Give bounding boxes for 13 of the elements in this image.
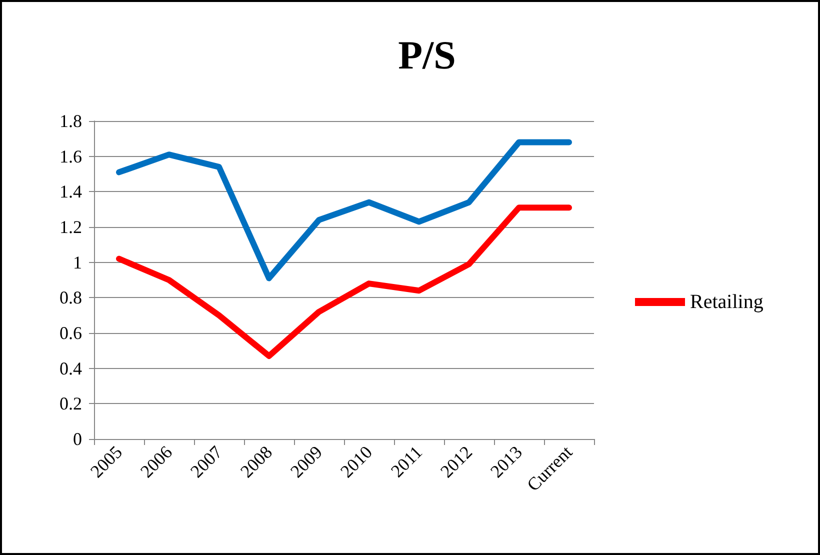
y-tick-label: 1.6 — [60, 146, 82, 166]
y-tick-label: 1.8 — [60, 111, 82, 131]
y-tick-label: 1.4 — [60, 182, 82, 202]
y-tick-label: 0.6 — [60, 323, 82, 343]
x-tick-label: 2011 — [386, 442, 426, 482]
y-tick-label: 0.8 — [60, 288, 82, 308]
y-tick-label: 0.2 — [60, 394, 82, 414]
y-tick-label: 1 — [73, 252, 82, 272]
y-tick-label: 0 — [73, 429, 82, 449]
legend-label: Retailing — [690, 291, 764, 313]
y-tick-label: 1.2 — [60, 217, 82, 237]
chart-title: P/S — [398, 32, 456, 78]
y-tick-label: 0.4 — [60, 358, 82, 378]
